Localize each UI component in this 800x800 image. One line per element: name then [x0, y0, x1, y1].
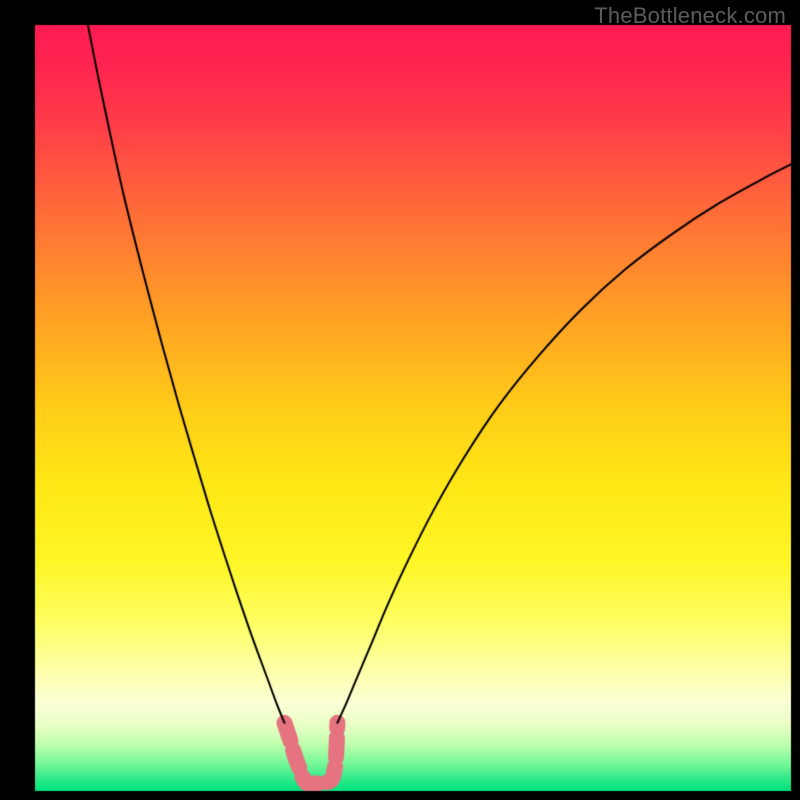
watermark-text: TheBottleneck.com	[594, 3, 786, 29]
chart-stage: TheBottleneck.com	[0, 0, 800, 800]
bottleneck-chart-canvas	[0, 0, 800, 800]
